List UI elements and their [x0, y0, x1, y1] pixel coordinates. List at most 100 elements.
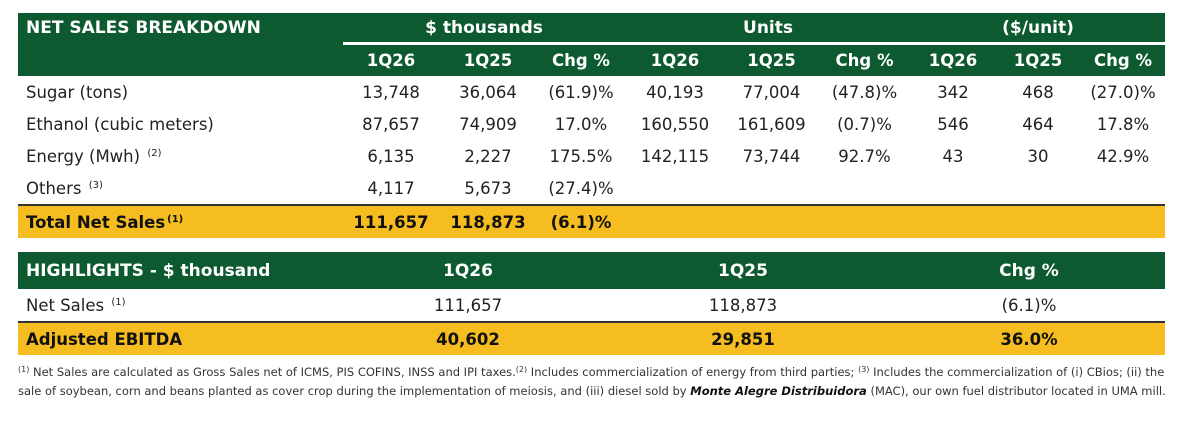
row-label: Ethanol (cubic meters) [18, 108, 343, 140]
table-cell [1081, 172, 1165, 205]
footnote-marker: (1) [18, 365, 30, 374]
table-cell [625, 172, 725, 205]
sub-header: 1Q25 [725, 43, 818, 76]
column-header: 1Q26 [343, 252, 593, 289]
table-cell: 92.7% [838, 146, 891, 166]
row-label: Sugar (tons) [18, 76, 343, 108]
table-cell: 160,550 [640, 114, 710, 134]
table-cell: 42.9% [1096, 146, 1150, 166]
table-title: NET SALES BREAKDOWN [18, 13, 343, 44]
table-cell: 6,135 [367, 146, 415, 166]
footnote-ref: (1) [167, 213, 184, 225]
table-cell: (0.7)% [837, 114, 892, 134]
table-cell [911, 172, 995, 205]
table-cell: 4,117 [367, 178, 415, 198]
table-row-ethanol: Ethanol (cubic meters) 87,657 74,909 17.… [18, 108, 1165, 140]
row-label-text: Energy (Mwh) [26, 146, 141, 166]
table-cell [818, 172, 911, 205]
table-cell: 464 [1022, 114, 1054, 134]
sub-header: 1Q26 [911, 43, 996, 76]
sub-header: Chg % [537, 43, 625, 76]
sub-header: 1Q25 [995, 43, 1082, 76]
table-cell: 342 [937, 82, 969, 102]
table-cell: (6.1)% [1001, 295, 1057, 315]
table-title: HIGHLIGHTS - $ thousand [18, 252, 343, 289]
table-cell: 546 [937, 114, 969, 134]
row-label: Others (3) [18, 172, 343, 205]
table-cell: 36.0% [893, 321, 1165, 355]
row-label: Total Net Sales (1) [18, 204, 343, 238]
table-cell [818, 204, 912, 238]
group-header-thousands: $ thousands [343, 13, 625, 45]
table-cell: 43 [942, 146, 964, 166]
table-cell: 118,873 [439, 204, 537, 238]
sub-header: 1Q26 [343, 43, 439, 76]
sub-header-blank [18, 43, 343, 76]
table-cell: 87,657 [362, 114, 420, 134]
table-cell: 13,748 [362, 82, 420, 102]
row-label-text: Total Net Sales [26, 212, 166, 232]
row-label: Adjusted EBITDA [18, 321, 343, 355]
table-row-others: Others (3) 4,117 5,673 (27.4)% [18, 172, 1165, 205]
sub-header: Chg % [818, 43, 912, 76]
footnote-text: Includes commercialization of energy fro… [527, 365, 859, 379]
footnote-text: Includes the commercialization of (i) CB… [18, 365, 1165, 398]
table-cell: 142,115 [640, 146, 710, 166]
footnote-marker: (2) [515, 365, 528, 374]
table-cell: (6.1)% [537, 204, 625, 238]
table-cell: 36,064 [459, 82, 517, 102]
table-cell: 40,193 [646, 82, 704, 102]
row-label: Energy (Mwh) (2) [18, 140, 343, 172]
row-label-text: Others [26, 178, 82, 198]
sub-header: 1Q25 [439, 43, 537, 76]
table-row-net-sales: Net Sales (1) 111,657 118,873 (6.1)% [18, 289, 1165, 322]
table-cell: 77,004 [742, 82, 801, 102]
table-cell: 29,851 [593, 321, 893, 355]
footnote-text: Net Sales are calculated as Gross Sales … [29, 365, 516, 379]
row-label-text: Ethanol (cubic meters) [26, 114, 214, 134]
table-cell [725, 172, 818, 205]
table-cell [725, 204, 818, 238]
table-cell: 468 [1022, 82, 1054, 102]
footnote: (1) Net Sales are calculated as Gross Sa… [18, 361, 1168, 400]
column-header: Chg % [893, 252, 1165, 289]
footnote-ref: (3) [88, 179, 103, 191]
table-cell [625, 204, 725, 238]
table-row-total: Total Net Sales (1) 111,657 118,873 (6.1)… [18, 204, 1166, 238]
sub-header-row: 1Q26 1Q25 Chg % 1Q26 1Q25 Chg % 1Q26 1Q2… [18, 43, 1166, 76]
highlights-table: HIGHLIGHTS - $ thousand 1Q26 1Q25 Chg % … [18, 252, 1165, 355]
table-cell: 2,227 [464, 146, 512, 166]
table-cell [911, 204, 996, 238]
table-row-adjusted-ebitda: Adjusted EBITDA 40,602 29,851 36.0% [18, 321, 1165, 355]
footnote-bold-text: Monte Alegre Distribuidora [690, 383, 867, 398]
group-header-row: NET SALES BREAKDOWN $ thousands Units ($… [18, 13, 1166, 45]
column-header: 1Q25 [593, 252, 893, 289]
highlights-header-row: HIGHLIGHTS - $ thousand 1Q26 1Q25 Chg % [18, 252, 1165, 289]
table-cell [995, 204, 1082, 238]
group-header-units: Units [625, 13, 912, 45]
row-label-text: Sugar (tons) [26, 82, 129, 102]
table-cell: 17.0% [554, 114, 608, 134]
table-cell: 74,909 [459, 114, 517, 134]
table-cell: 17.8% [1096, 114, 1150, 134]
table-cell: 111,657 [433, 295, 503, 315]
table-cell: (27.4)% [548, 178, 614, 198]
table-row-energy: Energy (Mwh) (2) 6,135 2,227 175.5% 142,… [18, 140, 1165, 172]
table-cell: 5,673 [464, 178, 512, 198]
table-cell: 118,873 [708, 295, 778, 315]
table-cell [1081, 204, 1166, 238]
net-sales-breakdown-table: NET SALES BREAKDOWN $ thousands Units ($… [18, 13, 1166, 238]
table-cell: 73,744 [742, 146, 801, 166]
row-label: Net Sales (1) [18, 289, 343, 322]
table-cell: (47.8)% [831, 82, 898, 102]
table-cell: 111,657 [343, 204, 439, 238]
row-label-text: Net Sales [26, 295, 105, 315]
table-cell [995, 172, 1081, 205]
sub-header: Chg % [1081, 43, 1166, 76]
table-cell: 40,602 [343, 321, 593, 355]
table-row-sugar: Sugar (tons) 13,748 36,064 (61.9)% 40,19… [18, 76, 1165, 108]
sub-header: 1Q26 [625, 43, 725, 76]
table-cell: 175.5% [549, 146, 613, 166]
table-cell: 30 [1027, 146, 1049, 166]
footnote-text: (MAC), our own fuel distributor located … [866, 383, 1166, 398]
